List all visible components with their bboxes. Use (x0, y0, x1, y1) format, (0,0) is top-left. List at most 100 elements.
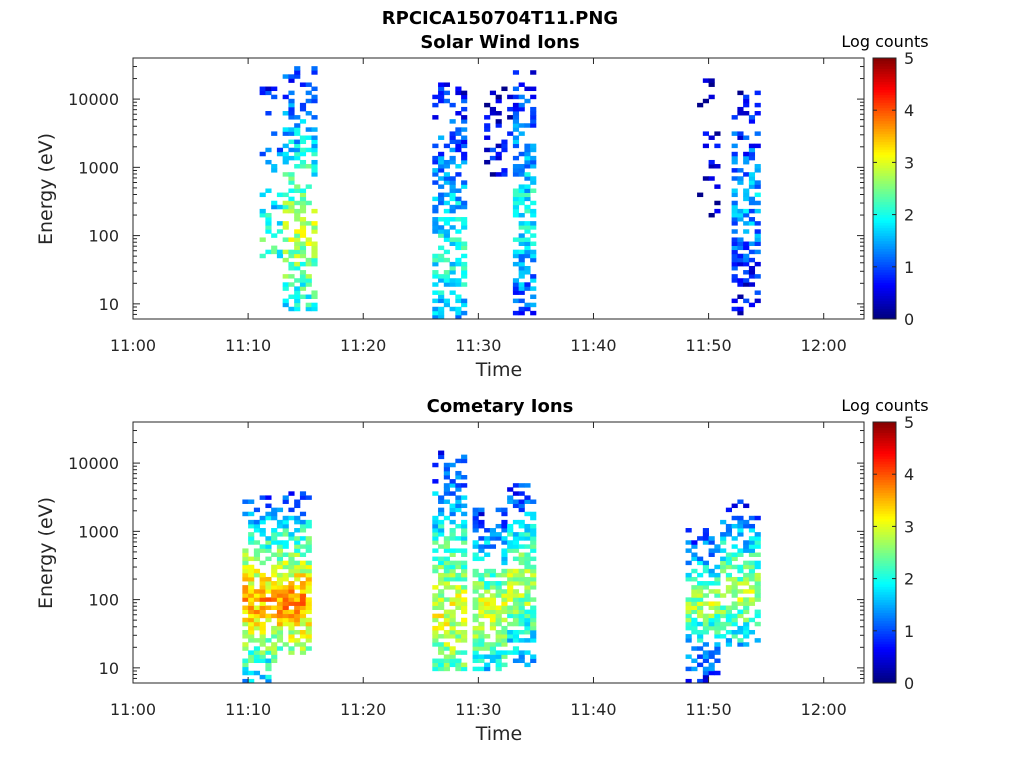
heatmap-cell (461, 127, 468, 132)
heatmap-cell (299, 572, 307, 578)
heatmap-cell (282, 576, 289, 582)
heatmap-cell (725, 605, 733, 610)
heatmap-cell (702, 658, 709, 664)
heatmap-cell (748, 617, 756, 623)
heatmap-cell (449, 629, 456, 635)
heatmap-cell (530, 499, 537, 504)
heatmap-cell (461, 155, 468, 161)
heatmap-cell (443, 233, 450, 238)
heatmap-cell (311, 86, 318, 92)
heatmap-cell (432, 270, 439, 275)
colorbar-segment (873, 596, 896, 600)
heatmap-cell (455, 589, 462, 594)
heatmap-cell (288, 106, 295, 112)
heatmap-cell (737, 261, 744, 267)
heatmap-cell (305, 629, 312, 635)
heatmap-cell (702, 540, 709, 545)
heatmap-cell (737, 519, 744, 525)
heatmap-cell (455, 564, 462, 570)
heatmap-cell (697, 192, 704, 198)
heatmap-cell (472, 617, 479, 623)
heatmap-cell (489, 642, 497, 647)
heatmap-cell (720, 625, 727, 631)
heatmap-cell (512, 544, 520, 549)
heatmap-cell (461, 270, 468, 275)
heatmap-cell (530, 212, 537, 218)
heatmap-cell (512, 106, 520, 112)
heatmap-cell (685, 666, 692, 672)
heatmap-cell (478, 638, 485, 643)
heatmap-cell (748, 528, 756, 533)
heatmap-cell (276, 532, 284, 537)
heatmap-cell (530, 106, 537, 112)
x-tick-label: 11:40 (570, 336, 616, 355)
heatmap-cell (455, 164, 462, 169)
heatmap-cell (271, 646, 278, 651)
heatmap-cell (294, 576, 301, 582)
heatmap-cell (530, 278, 537, 283)
heatmap-cell (748, 564, 756, 570)
heatmap-cell (495, 642, 502, 647)
heatmap-cell (512, 253, 520, 259)
heatmap-cell (253, 593, 261, 598)
heatmap-cell (743, 245, 750, 251)
heatmap-cell (288, 552, 295, 557)
heatmap-cell (248, 670, 255, 676)
colorbar-segment (873, 510, 896, 514)
colorbar-segment (873, 669, 896, 674)
heatmap-cell (282, 286, 289, 291)
heatmap-cell (691, 605, 698, 610)
heatmap-cell (507, 499, 514, 504)
heatmap-cell (259, 212, 266, 218)
heatmap-cell (461, 536, 468, 541)
heatmap-cell (720, 593, 727, 598)
heatmap-cell (512, 593, 520, 598)
heatmap-cell (294, 66, 301, 71)
heatmap-cell (282, 172, 289, 177)
heatmap-cell (489, 654, 497, 659)
heatmap-cell (432, 564, 439, 570)
heatmap-cell (737, 576, 744, 582)
heatmap-cell (299, 568, 307, 574)
heatmap-cell (259, 528, 266, 533)
heatmap-cell (294, 143, 301, 149)
heatmap-cell (743, 629, 750, 635)
heatmap-cell (276, 560, 284, 566)
heatmap-cell (512, 237, 520, 242)
heatmap-cell (271, 572, 278, 578)
heatmap-cell (725, 523, 733, 529)
heatmap-cell (720, 605, 727, 610)
heatmap-cell (265, 540, 272, 545)
heatmap-cell (737, 523, 744, 529)
heatmap-cell (253, 540, 261, 545)
colorbar-segment (873, 573, 896, 577)
heatmap-cell (299, 82, 307, 87)
heatmap-cell (731, 278, 738, 283)
heatmap-cell (259, 634, 266, 639)
heatmap-cell (443, 229, 450, 234)
heatmap-cell (530, 511, 537, 517)
heatmap-cell (524, 617, 531, 623)
heatmap-cell (253, 670, 261, 676)
heatmap-cell (518, 629, 525, 635)
heatmap-cell (737, 237, 744, 242)
heatmap-cell (288, 532, 295, 537)
heatmap-cell (754, 581, 761, 586)
heatmap-cell (265, 511, 272, 517)
heatmap-cell (484, 585, 491, 590)
heatmap-cell (288, 131, 295, 136)
heatmap-cell (299, 200, 307, 206)
heatmap-cell (449, 528, 456, 533)
heatmap-cell (731, 589, 738, 594)
heatmap-cell (743, 605, 750, 610)
heatmap-cell (461, 475, 468, 480)
heatmap-cell (438, 507, 445, 513)
heatmap-cell (697, 605, 704, 610)
heatmap-cell (530, 70, 537, 75)
colorbar-segment (873, 191, 896, 195)
heatmap-cell (530, 576, 537, 582)
heatmap-cell (754, 576, 761, 582)
heatmap-cell (299, 605, 307, 610)
heatmap-cell (438, 274, 445, 279)
heatmap-cell (276, 147, 284, 153)
